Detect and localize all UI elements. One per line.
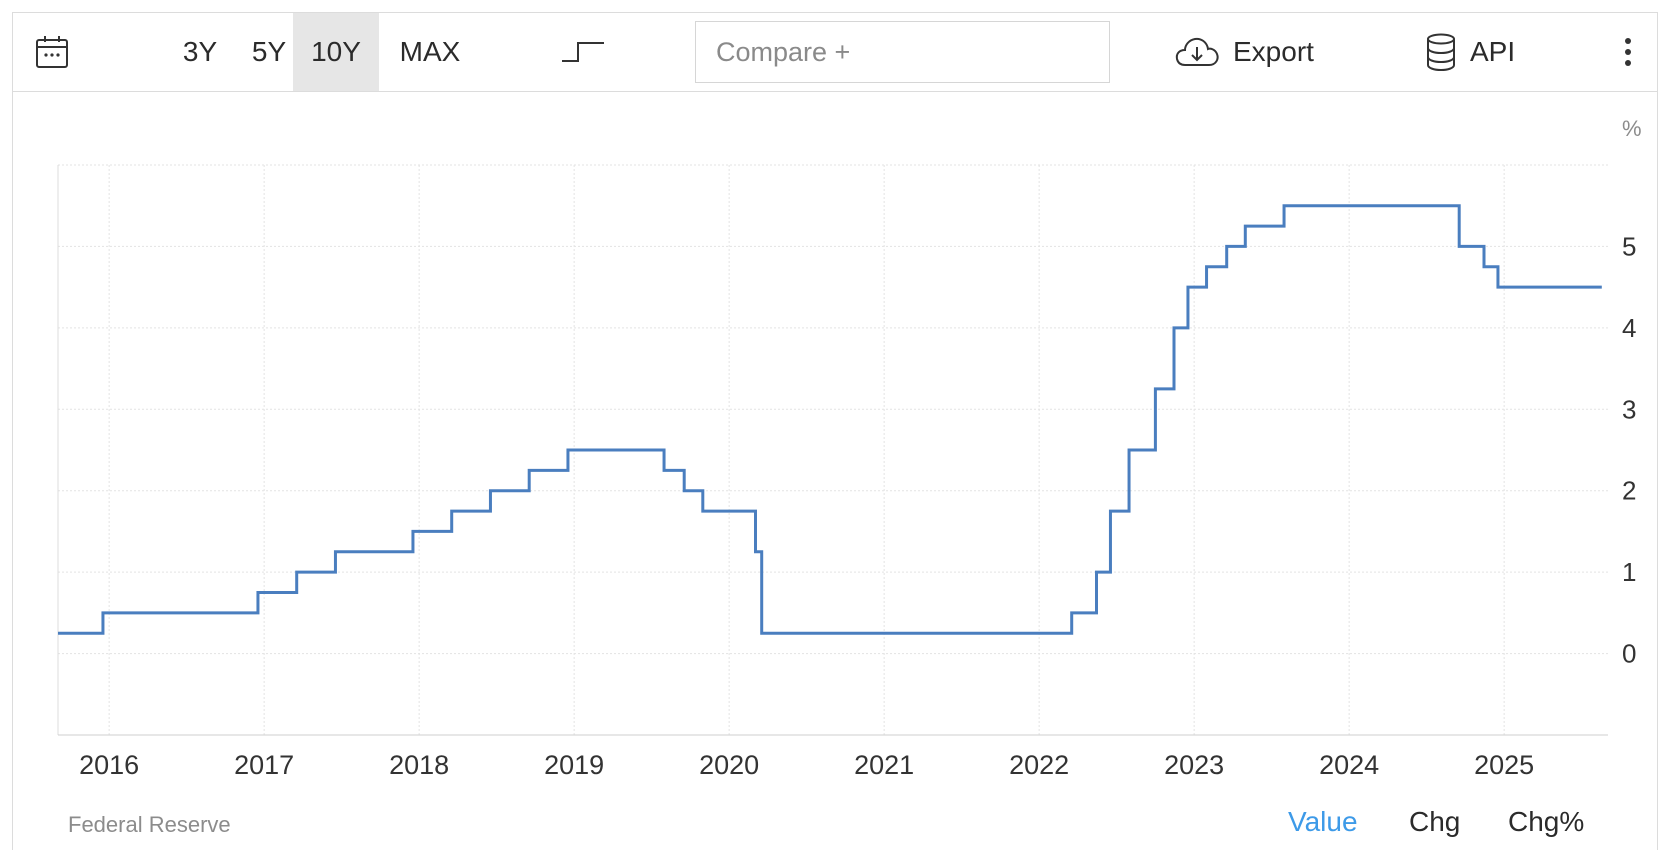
api-button[interactable]: API xyxy=(1426,13,1546,91)
range-3y-button[interactable]: 3Y xyxy=(182,36,218,67)
view-chg-button[interactable]: Chg xyxy=(1409,806,1461,837)
range-10y-button[interactable]: 10Y xyxy=(293,13,379,91)
range-max-button[interactable]: MAX xyxy=(399,36,461,67)
export-button[interactable]: Export xyxy=(1173,13,1343,91)
cloud-download-icon xyxy=(1173,35,1221,69)
calendar-icon[interactable] xyxy=(31,13,73,91)
view-chgpct-button[interactable]: Chg% xyxy=(1508,806,1585,837)
step-line-icon[interactable] xyxy=(553,13,613,91)
view-value-button[interactable]: Value xyxy=(1288,806,1358,837)
compare-input[interactable]: Compare + xyxy=(695,21,1110,83)
chart-frame xyxy=(12,12,1658,850)
toolbar: 3Y 5Y 10Y MAX Compare + Export xyxy=(12,12,1658,92)
range-5y-button[interactable]: 5Y xyxy=(251,36,287,67)
database-icon xyxy=(1426,33,1456,71)
export-label: Export xyxy=(1233,36,1314,67)
api-label: API xyxy=(1470,36,1516,67)
more-vertical-icon[interactable] xyxy=(1613,13,1643,91)
source-label[interactable]: Federal Reserve xyxy=(68,812,231,837)
